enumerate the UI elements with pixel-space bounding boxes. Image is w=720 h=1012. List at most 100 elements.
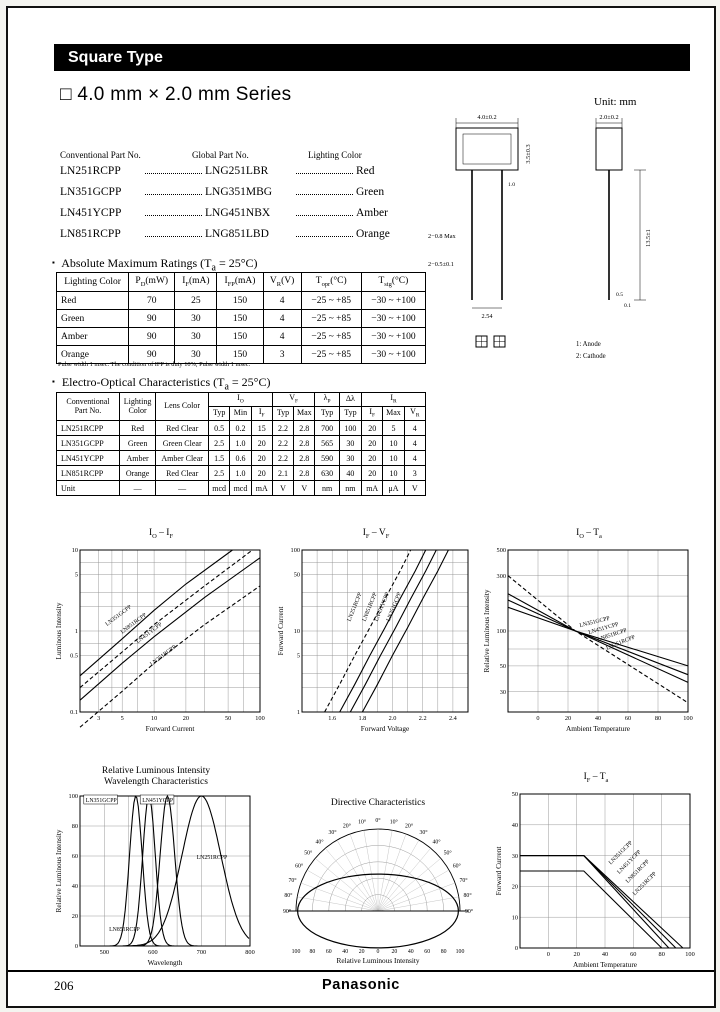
r-tick-label: 40 [342, 949, 348, 955]
y-tick-label: 5 [75, 571, 78, 578]
table-cell: Red [118, 420, 157, 436]
y-axis-label: Relative Luminous Intensity [482, 589, 491, 672]
column-subheader: Typ [338, 406, 363, 421]
y-tick-label: 30 [500, 689, 506, 696]
table-cell: Unit [56, 480, 120, 496]
dim-front-width-label: 4.0±0.2 [477, 114, 496, 121]
table-cell: 150 [216, 345, 264, 364]
part-list-row: LN351GCPP LNG351MBG Green [60, 186, 404, 207]
chart-canvas: 1.6 1.8 2.0 2.2 2.4151050100LN251RCPPLN851RC… [276, 547, 469, 733]
page-number: 206 [54, 978, 74, 993]
electro-optical-characteristics-table: Conventional Part No. Lighting Color Lens … [56, 392, 427, 496]
dotted-leader [145, 172, 202, 174]
part-list-headers: Conventional Part No. Global Part No. Li… [60, 150, 404, 165]
table-cell: Green [118, 435, 157, 451]
table-footnote: Pulse width 1 msec. The condition of IFP… [58, 361, 251, 368]
angle-tick-label: 20° [405, 823, 414, 830]
table-cell: 10 [382, 450, 405, 466]
dim-stand-label: 0.5 [616, 292, 623, 298]
lighting-color: Orange [356, 228, 390, 240]
table-cell: 0.2 [229, 420, 252, 436]
table-cell: mcd [229, 480, 252, 496]
column-header: Tstg(°C) [360, 272, 427, 292]
dotted-leader [296, 235, 353, 237]
anode-legend: 1: Anode [576, 341, 601, 348]
series-label: LN451YCPP [142, 798, 173, 804]
x-tick-label: 40 [595, 715, 601, 722]
column-header: IF(mA) [174, 272, 218, 292]
y-tick-label: 50 [294, 571, 300, 578]
package-outline-drawing: 4.0±0.2 2.54 2−0.8 Max 2−0.5±0.1 3.5±0.3… [428, 114, 652, 360]
chart-wavelength-characteristics: Relative Luminous Intensity Wavelength Ch… [54, 766, 258, 973]
y-axis-label: Forward Current [276, 606, 285, 655]
x-tick-label: 3 [97, 715, 100, 722]
y-tick-label: 50 [512, 791, 518, 798]
column-subheader: Typ [271, 406, 295, 421]
table-cell: 1.0 [229, 435, 252, 451]
table-cell: — [155, 480, 210, 496]
table-cell: 30 [174, 309, 218, 328]
series-curve [361, 549, 449, 713]
polar-grid-radial [377, 848, 431, 912]
x-tick-label: 100 [683, 715, 692, 722]
table-cell: nm [338, 480, 363, 496]
y-tick-label: 60 [72, 853, 78, 860]
x-tick-label: 0 [536, 715, 539, 722]
series-curve [79, 549, 233, 677]
table-cell: 700 [314, 420, 340, 436]
r-tick-label: 80 [441, 949, 447, 955]
chart-forward-current-vs-forward-voltage: IF – VF 1.6 1.8 2.0 2.2 2.4 1 5 10 50 100 LN251RCP… [276, 528, 476, 739]
table-cell: Red [55, 291, 130, 310]
chart-forward-current-vs-ambient-temperature: IF – Ta 0 20 40 60 80 100 0 10 20 30 40 50 LN351GCPP… [494, 772, 698, 975]
table-cell: mA [250, 480, 273, 496]
column-subheader: VR [403, 406, 427, 421]
column-header: Lighting Color [55, 272, 130, 292]
table-cell: 150 [216, 309, 264, 328]
r-tick-label: 20 [392, 949, 398, 955]
x-tick-label: 60 [625, 715, 631, 722]
series-curve [79, 549, 253, 688]
series-label-box [139, 794, 175, 805]
column-header: Topr(°C) [300, 272, 362, 292]
y-tick-label: 0.5 [70, 652, 78, 659]
table-cell: −30 ~ +100 [360, 309, 427, 328]
section-heading-text: Absolute Maximum Ratings (Ta = 25°C) [61, 256, 258, 274]
table-cell: 2.8 [293, 420, 316, 436]
table-cell: 20 [250, 435, 273, 451]
y-tick-label: 0.1 [70, 709, 78, 716]
y-tick-label: 30 [512, 853, 518, 860]
x-tick-label: 80 [659, 951, 665, 958]
table-cell: 0.5 [208, 420, 231, 436]
y-tick-label: 0 [515, 945, 518, 952]
table-row: Green 90 30 150 4 −25 ~ +85 −30 ~ +100 [55, 309, 427, 328]
angle-tick-label: 80° [464, 892, 473, 899]
dim-pitch-label: 2.54 [481, 313, 493, 320]
table-cell: 2.8 [293, 465, 316, 481]
y-tick-label: 100 [291, 547, 300, 554]
table-cell: 30 [338, 435, 363, 451]
table-cell: −25 ~ +85 [300, 309, 362, 328]
x-tick-label: 1.8 [358, 715, 366, 722]
table-cell: 10 [382, 435, 405, 451]
table-cell: 20 [361, 450, 384, 466]
series-curve [79, 585, 261, 728]
x-tick-label: 50 [225, 715, 231, 722]
global-part-no: LNG251LBR [205, 165, 269, 177]
series-label: LN351GCPP [86, 798, 117, 804]
x-tick-label: 1.6 [328, 715, 336, 722]
chart-luminous-intensity-vs-forward-current: IO – IF 3 5 10 20 50 100 0.1 0.5 1 5 10 LN351GCPP LN… [54, 528, 268, 739]
absolute-maximum-ratings-table: Lighting Color PD(mW) IF(mA) IFP(mA) VR(V) To… [55, 272, 427, 364]
column-header: Conventional Part No. [56, 392, 120, 421]
angle-tick-label: 90° [465, 908, 474, 915]
series-label: LN251RCPP [197, 855, 228, 861]
chart-title: Directive Characteristics [330, 798, 426, 808]
cathode-legend: 2: Cathode [576, 353, 606, 360]
series-label: LN251RCPP [149, 644, 177, 667]
table-cell: 3 [403, 465, 427, 481]
table-cell: Amber [55, 327, 130, 346]
chart-canvas: 3 5 10 20 50 1000.10.51510LN351GCPPLN851RCPPL… [54, 547, 265, 733]
column-header: Lens Color [155, 392, 210, 421]
dim-body-height-label: 3.5±0.3 [525, 144, 532, 163]
table-cell: 20 [361, 465, 384, 481]
y-axis-label: Forward Current [494, 846, 503, 895]
